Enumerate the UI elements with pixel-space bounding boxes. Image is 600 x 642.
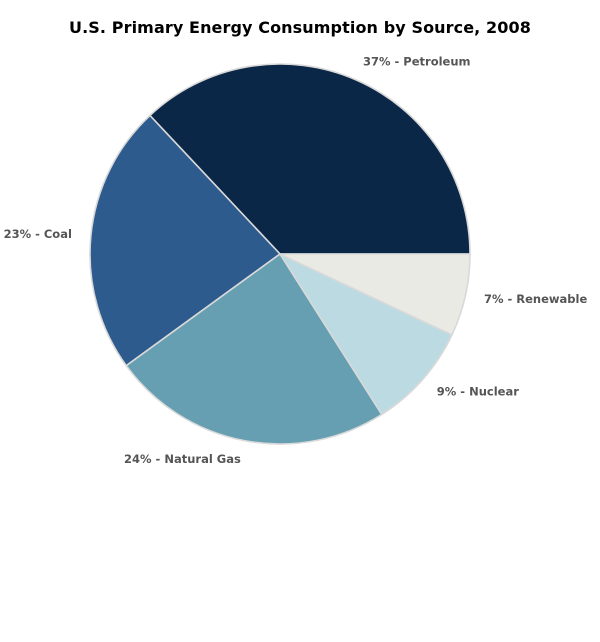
pie-label-nuclear: 9% - Nuclear <box>437 385 519 399</box>
pie-slice-coal <box>89 114 281 367</box>
pie-label-renewable: 7% - Renewable <box>484 292 588 306</box>
pie-label-petroleum: 37% - Petroleum <box>363 55 471 69</box>
pie-slice-renewable <box>279 253 471 336</box>
pie-slice-natural-gas <box>125 253 383 445</box>
chart-title: U.S. Primary Energy Consumption by Sourc… <box>69 18 531 37</box>
pie-slice-nuclear <box>279 253 453 416</box>
pie-label-coal: 23% - Coal <box>4 227 72 241</box>
pie-label-natural-gas: 24% - Natural Gas <box>124 452 241 466</box>
pie-slice-petroleum <box>149 63 471 255</box>
